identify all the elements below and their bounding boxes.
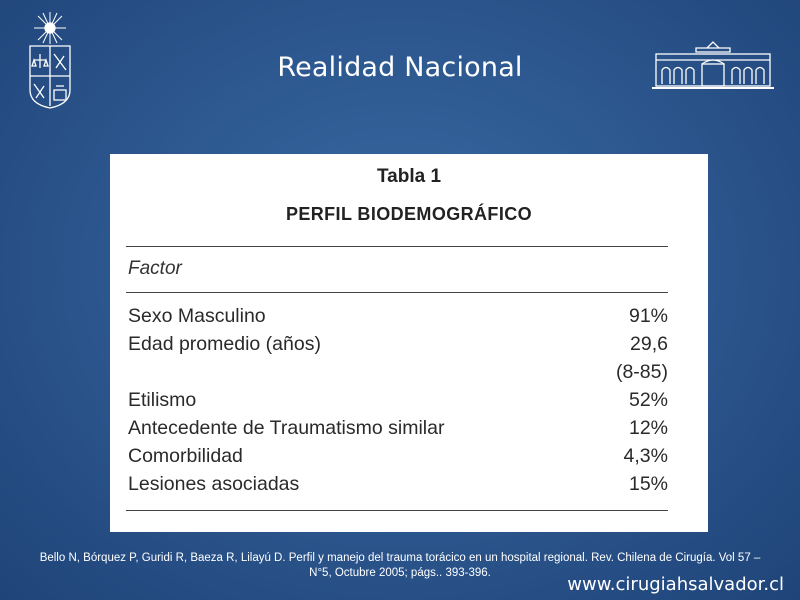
hospital-building-icon xyxy=(652,41,774,89)
table-row: Comorbilidad 4,3% xyxy=(128,442,668,470)
row-value: 52% xyxy=(628,389,668,411)
citation-line-1: Bello N, Bórquez P, Guridi R, Baeza R, L… xyxy=(39,552,761,564)
table-header-factor: Factor xyxy=(128,258,182,279)
university-crest-icon xyxy=(29,12,71,109)
citation: Bello N, Bórquez P, Guridi R, Baeza R, L… xyxy=(0,551,800,581)
table-row: Edad promedio (años) 29,6 (8-85) xyxy=(128,330,668,386)
row-factor: Etilismo xyxy=(128,389,197,411)
row-value: 15% xyxy=(628,473,668,495)
row-factor: Comorbilidad xyxy=(128,445,243,467)
table-row: Lesiones asociadas 15% xyxy=(128,470,668,498)
row-factor: Edad promedio (años) xyxy=(128,333,321,355)
row-value-range: (8-85) xyxy=(615,361,668,383)
row-value: 29,6 (8-85) xyxy=(616,330,668,386)
table-row: Sexo Masculino 91% xyxy=(128,302,668,330)
table-subtitle: PERFIL BIODEMOGRÁFICO xyxy=(285,204,533,224)
table-body: Sexo Masculino 91% Edad promedio (años) … xyxy=(128,302,668,498)
row-value: 4,3% xyxy=(623,445,668,467)
table-row: Antecedente de Traumatismo similar 12% xyxy=(128,414,668,442)
row-factor: Antecedente de Traumatismo similar xyxy=(128,417,445,439)
row-value: 91% xyxy=(628,305,668,327)
table-image: Tabla 1 PERFIL BIODEMOGRÁFICO Factor Sex… xyxy=(110,154,708,532)
table-caption: Tabla 1 xyxy=(376,166,442,187)
table-rule-top xyxy=(126,246,668,247)
website-url: www.cirugiahsalvador.cl xyxy=(567,574,784,595)
table-rule-bottom xyxy=(126,510,668,511)
row-factor: Lesiones asociadas xyxy=(128,473,300,495)
slide-title: Realidad Nacional xyxy=(277,52,523,83)
table-row: Etilismo 52% xyxy=(128,386,668,414)
table-rule-header xyxy=(126,292,668,293)
row-factor: Sexo Masculino xyxy=(128,305,266,327)
row-value: 12% xyxy=(628,417,668,439)
citation-line-2: N°5, Octubre 2005; págs.. 393-396. xyxy=(309,567,491,579)
